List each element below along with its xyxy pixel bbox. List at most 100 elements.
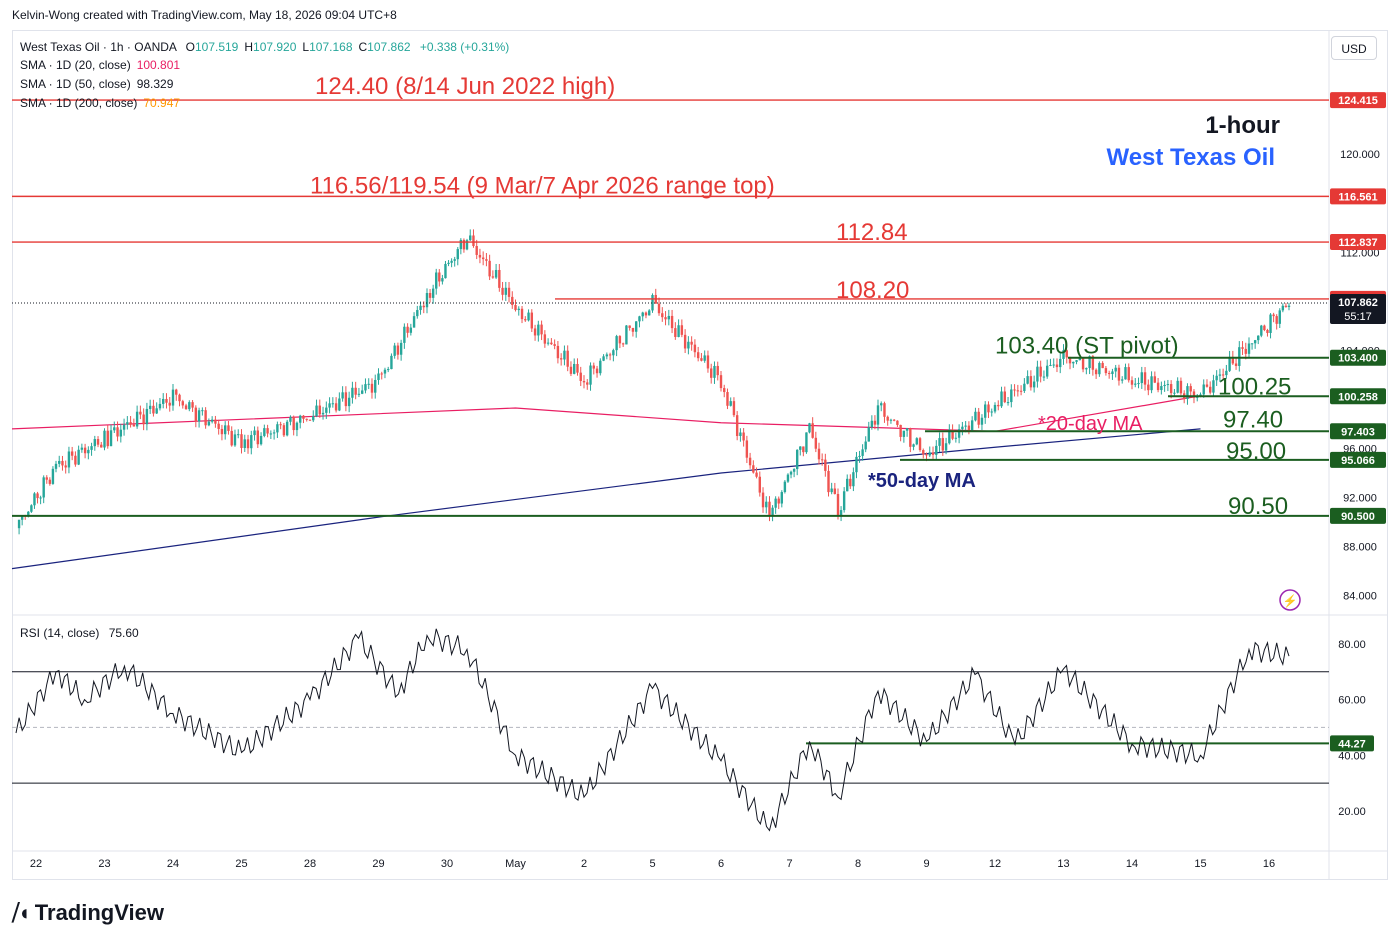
- currency-button[interactable]: USD: [1331, 36, 1377, 60]
- candle-body: [706, 355, 710, 369]
- candle-body: [444, 263, 447, 279]
- candle-body: [459, 239, 463, 250]
- rsi-tick-label: 40.00: [1338, 750, 1366, 762]
- candle-body: [1114, 367, 1117, 372]
- time-tick-label: 8: [855, 858, 861, 870]
- candle-body: [849, 478, 852, 487]
- candle-body: [237, 434, 240, 436]
- candle-body: [61, 460, 64, 466]
- candle-body: [786, 474, 790, 482]
- candle-body: [892, 419, 896, 421]
- symbol-title: West Texas Oil · 1h · OANDA: [20, 40, 177, 54]
- candle-body: [1238, 347, 1241, 366]
- candle-body: [931, 452, 935, 455]
- time-tick-label: 23: [98, 858, 110, 870]
- candle-body: [713, 365, 716, 378]
- candle-body: [716, 365, 719, 376]
- candle-body: [795, 449, 799, 470]
- candle-body: [579, 372, 582, 382]
- last-price-badge: [1330, 294, 1386, 325]
- level-axis-label: 124.415: [1338, 95, 1378, 107]
- candle-body: [155, 408, 158, 414]
- candle-body: [289, 416, 292, 422]
- candle-body: [178, 394, 181, 402]
- candle-body: [909, 428, 912, 447]
- candle-body: [475, 246, 478, 255]
- candle-body: [805, 432, 808, 453]
- candle-body: [605, 354, 609, 357]
- candle-body: [344, 392, 348, 407]
- candle-body: [820, 459, 824, 461]
- candle-body: [269, 433, 273, 435]
- candle-body: [428, 293, 432, 298]
- chart-title-timeframe: 1-hour: [1205, 112, 1280, 139]
- time-tick-label: 22: [30, 858, 42, 870]
- time-tick-label: 5: [649, 858, 655, 870]
- candle-body: [184, 405, 188, 410]
- candle-body: [957, 429, 961, 438]
- chart-panel[interactable]: [12, 30, 1388, 880]
- candle-body: [690, 341, 693, 345]
- candle-body: [285, 421, 289, 436]
- candle-body: [1094, 369, 1098, 375]
- candle-body: [855, 456, 858, 473]
- candle-body: [1023, 383, 1026, 391]
- candle-body: [305, 418, 308, 420]
- candle-body: [1234, 363, 1238, 366]
- candle-body: [83, 447, 87, 454]
- bar-countdown: 55:17: [1344, 311, 1372, 323]
- candle-body: [51, 468, 55, 484]
- candle-body: [80, 447, 84, 450]
- candle-body: [556, 345, 560, 359]
- candle-body: [1091, 356, 1095, 370]
- rsi-label: RSI (14, close): [20, 626, 100, 640]
- candle-body: [1032, 381, 1036, 388]
- candle-body: [1215, 375, 1218, 381]
- candle-body: [1260, 325, 1263, 336]
- candle-body: [625, 325, 628, 345]
- tradingview-logo-text: TradingView: [34, 900, 164, 925]
- candle-body: [360, 390, 364, 394]
- candle-body: [768, 501, 771, 516]
- candle-body: [1209, 386, 1212, 393]
- candle-body: [67, 451, 71, 468]
- sma-legend-item: SMA · 1D (20, close) 100.801: [20, 58, 181, 72]
- candle-body: [719, 375, 723, 389]
- candle-body: [100, 444, 103, 448]
- tradingview-logo[interactable]: ⧸◖ TradingView: [12, 900, 164, 926]
- candle-body: [1085, 368, 1088, 370]
- chart-credit: Kelvin-Wong created with TradingView.com…: [12, 8, 397, 22]
- candle-body: [1039, 366, 1042, 377]
- candle-body: [550, 342, 553, 345]
- candle-body: [774, 498, 777, 508]
- candle-body: [507, 287, 511, 297]
- candle-body: [1284, 305, 1288, 307]
- candle-body: [846, 478, 849, 492]
- candle-body: [967, 425, 971, 431]
- sma20-line: [11, 395, 1201, 432]
- candle-body: [1263, 325, 1266, 331]
- candle-body: [612, 350, 615, 356]
- candle-body: [416, 310, 419, 317]
- level-annotation: 97.40: [1223, 406, 1283, 433]
- candle-body: [974, 411, 977, 421]
- level-axis-label: 100.258: [1338, 391, 1378, 403]
- candle-body: [106, 430, 109, 447]
- candle-body: [990, 411, 993, 413]
- candle-body: [1013, 389, 1016, 391]
- candle-body: [997, 404, 1000, 407]
- level-annotation: 116.56/119.54 (9 Mar/7 Apr 2026 range to…: [310, 172, 775, 199]
- candle-body: [1287, 305, 1291, 307]
- candle-body: [295, 422, 299, 431]
- candle-body: [667, 315, 671, 320]
- candle-body: [1081, 358, 1085, 370]
- candle-body: [918, 438, 922, 451]
- candle-body: [693, 344, 697, 353]
- candle-body: [501, 287, 504, 295]
- candle-body: [1192, 391, 1196, 398]
- candle-body: [272, 432, 276, 434]
- candle-body: [569, 366, 573, 374]
- candle-body: [409, 327, 413, 333]
- candle-body: [450, 260, 453, 263]
